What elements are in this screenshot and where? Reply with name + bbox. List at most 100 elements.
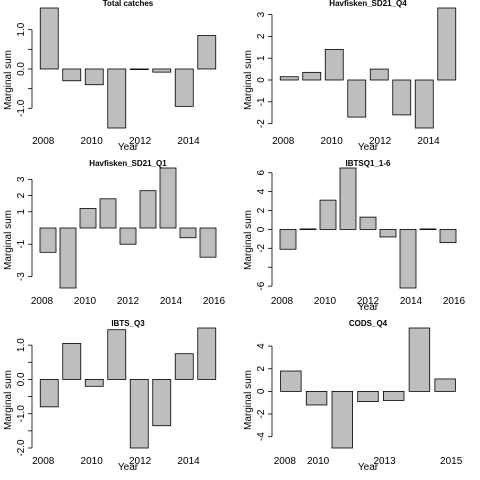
bar [408,327,431,392]
y-tick-label: 3 [256,11,267,17]
bar [107,329,127,380]
bar [62,343,82,380]
bar [174,353,194,380]
x-tick-label: 2010 [81,456,104,467]
bar [152,379,172,427]
y-tick-label: -2 [256,409,267,418]
bar [99,198,117,229]
bar [359,216,377,230]
x-tick-label: 2016 [203,296,226,307]
bar [179,227,197,239]
y-tick-label: -1.0 [16,405,27,423]
x-tick-label: 2010 [314,296,337,307]
bar [199,227,217,258]
bar [414,79,434,129]
bar [437,7,457,81]
x-tick-label: 2008 [271,296,294,307]
bar [439,229,457,244]
y-tick-label: -3 [16,272,27,281]
chart-panel: IBTS_Q3 -2.0 -1.0 0.0 1.0 Marginal sum 2008 201… [3,319,217,473]
bar [399,229,417,289]
y-axis-label: Marginal sum [243,50,254,110]
y-axis-label: Marginal sum [3,50,14,110]
bar [59,227,77,289]
x-tick-label: 2008 [274,456,297,467]
y-tick-label: 4 [256,343,267,349]
x-tick-label: 2014 [177,456,200,467]
bar [84,379,104,387]
bar [324,49,344,81]
y-tick-label: -6 [256,281,267,290]
x-tick-label: 2016 [443,296,466,307]
chart-panel: Havfisken_SD21_Q4 -2 -1 0 1 2 3 Marginal sum 200… [243,0,457,153]
y-tick-label: 0.0 [16,62,27,76]
chart-title: Havfisken_SD21_Q1 [89,159,167,168]
bar [39,227,57,253]
y-tick-label: 0 [256,77,267,83]
y-tick-label: -2.0 [16,439,27,457]
x-tick-label: 2012 [129,456,152,467]
y-tick-label: -1 [16,239,27,248]
x-tick-label: 2012 [129,136,152,147]
bar [331,390,353,449]
bar [279,229,297,250]
x-tick-label: 2010 [307,456,330,467]
bar [129,68,149,70]
bar [129,379,149,449]
bar [339,167,357,230]
chart-panel: IBTSQ1_1-6 -6 -2 0 2 4 6 Marginal sum 2008 2010 20… [243,159,466,313]
x-axis-label: Year [118,142,139,153]
bar [139,190,157,229]
y-tick-label: 2 [256,366,267,372]
x-tick-label: 2012 [369,136,392,147]
y-tick-label: 1 [16,209,27,215]
y-tick-label: -1.0 [16,99,27,117]
y-tick-label: -1 [256,97,267,106]
bar [280,370,302,392]
x-axis-label: Year [358,462,379,473]
bar [279,76,299,81]
x-tick-label: 2008 [272,136,295,147]
bar [379,229,397,238]
chart-title: CODS_Q4 [349,319,388,328]
chart-panel: Havfisken_SD21_Q1 -3 -1 1 2 3 Marginal sum 2008… [3,159,226,307]
bar [152,68,172,73]
y-axis-label: Marginal sum [243,370,254,430]
x-tick-label: 2010 [74,296,97,307]
x-tick-label: 2010 [321,136,344,147]
y-tick-label: -4 [256,432,267,441]
bar [357,390,379,402]
chart-panel: Total catches -1.0 0.0 1.0 Marginal sum 2008 2… [3,0,217,153]
y-tick-label: 0.0 [16,372,27,386]
bar [159,167,177,229]
bar [419,228,437,230]
x-tick-label: 2008 [31,296,54,307]
bar [197,327,217,380]
bar [39,379,59,408]
chart-title: Total catches [103,0,154,8]
x-tick-label: 2015 [440,456,463,467]
bar [84,68,104,86]
bar [107,68,127,129]
bar [369,68,389,81]
bar [319,199,337,230]
x-tick-label: 2014 [400,296,423,307]
chart-title: Havfisken_SD21_Q4 [329,0,407,8]
y-axis-label: Marginal sum [3,370,14,430]
y-tick-label: 0 [256,226,267,232]
y-tick-label: 1 [256,55,267,61]
y-tick-label: -2 [256,119,267,128]
x-tick-label: 2008 [32,136,55,147]
chart-panel: CODS_Q4 -4 -2 0 2 4 Marginal sum 2008 2010 2013 20… [243,319,463,473]
bar [119,227,137,245]
x-tick-label: 2008 [32,456,55,467]
x-axis-label: Year [358,302,379,313]
bar [302,71,322,81]
x-axis-label: Year [118,462,139,473]
y-tick-label: -2 [256,243,267,252]
y-tick-label: 2 [256,207,267,213]
x-tick-label: 2013 [374,456,397,467]
y-axis-label: Marginal sum [243,210,254,270]
bar [39,7,59,70]
